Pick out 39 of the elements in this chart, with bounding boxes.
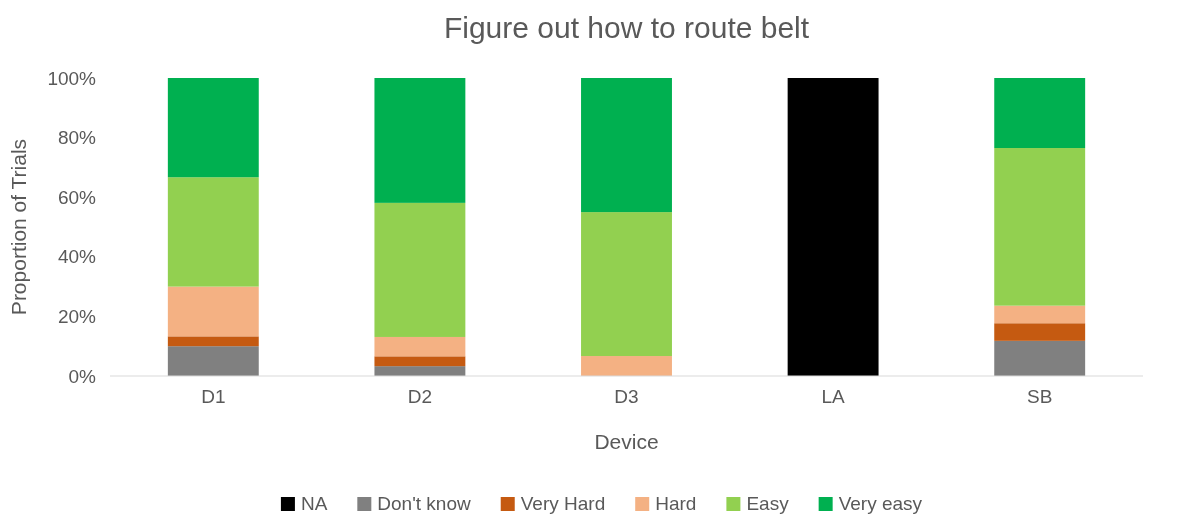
bar [167, 286, 259, 337]
y-tick-label: 0% [68, 365, 97, 387]
x-tick-label: D2 [407, 386, 433, 408]
bar [994, 78, 1086, 149]
legend-label: Easy [746, 493, 790, 514]
y-tick-label: 100% [47, 67, 97, 89]
bar [374, 356, 466, 367]
bar [167, 78, 259, 178]
y-tick-label: 20% [57, 305, 97, 327]
bar [167, 336, 259, 347]
legend-label: NA [300, 493, 328, 514]
y-tick-label: 80% [57, 127, 97, 149]
bar [374, 366, 466, 376]
bar [167, 177, 259, 287]
y-axis-title: Proportion of Trials [7, 138, 30, 316]
bar [994, 323, 1086, 341]
bar [581, 212, 672, 357]
bar [581, 356, 672, 376]
legend-label: Very Hard [520, 493, 606, 514]
bar [581, 78, 672, 213]
legend-label: Very easy [838, 493, 923, 514]
bar [167, 346, 259, 376]
bar [374, 78, 466, 203]
bar [787, 78, 879, 376]
x-tick-label: LA [821, 386, 846, 408]
bar [374, 336, 466, 357]
x-tick-label: D1 [201, 386, 226, 408]
x-tick-label: SB [1027, 386, 1053, 408]
x-tick-label: D3 [614, 386, 639, 408]
x-axis-title: Device [594, 430, 659, 453]
chart-title: Figure out how to route belt [443, 11, 810, 44]
bar [994, 148, 1086, 306]
bar [994, 305, 1086, 324]
legend-label: Hard [655, 493, 697, 514]
y-tick-label: 40% [57, 246, 97, 268]
legend-label: Don't know [377, 493, 471, 514]
y-tick-label: 60% [57, 186, 97, 208]
bar [994, 340, 1086, 376]
bar [374, 202, 466, 337]
